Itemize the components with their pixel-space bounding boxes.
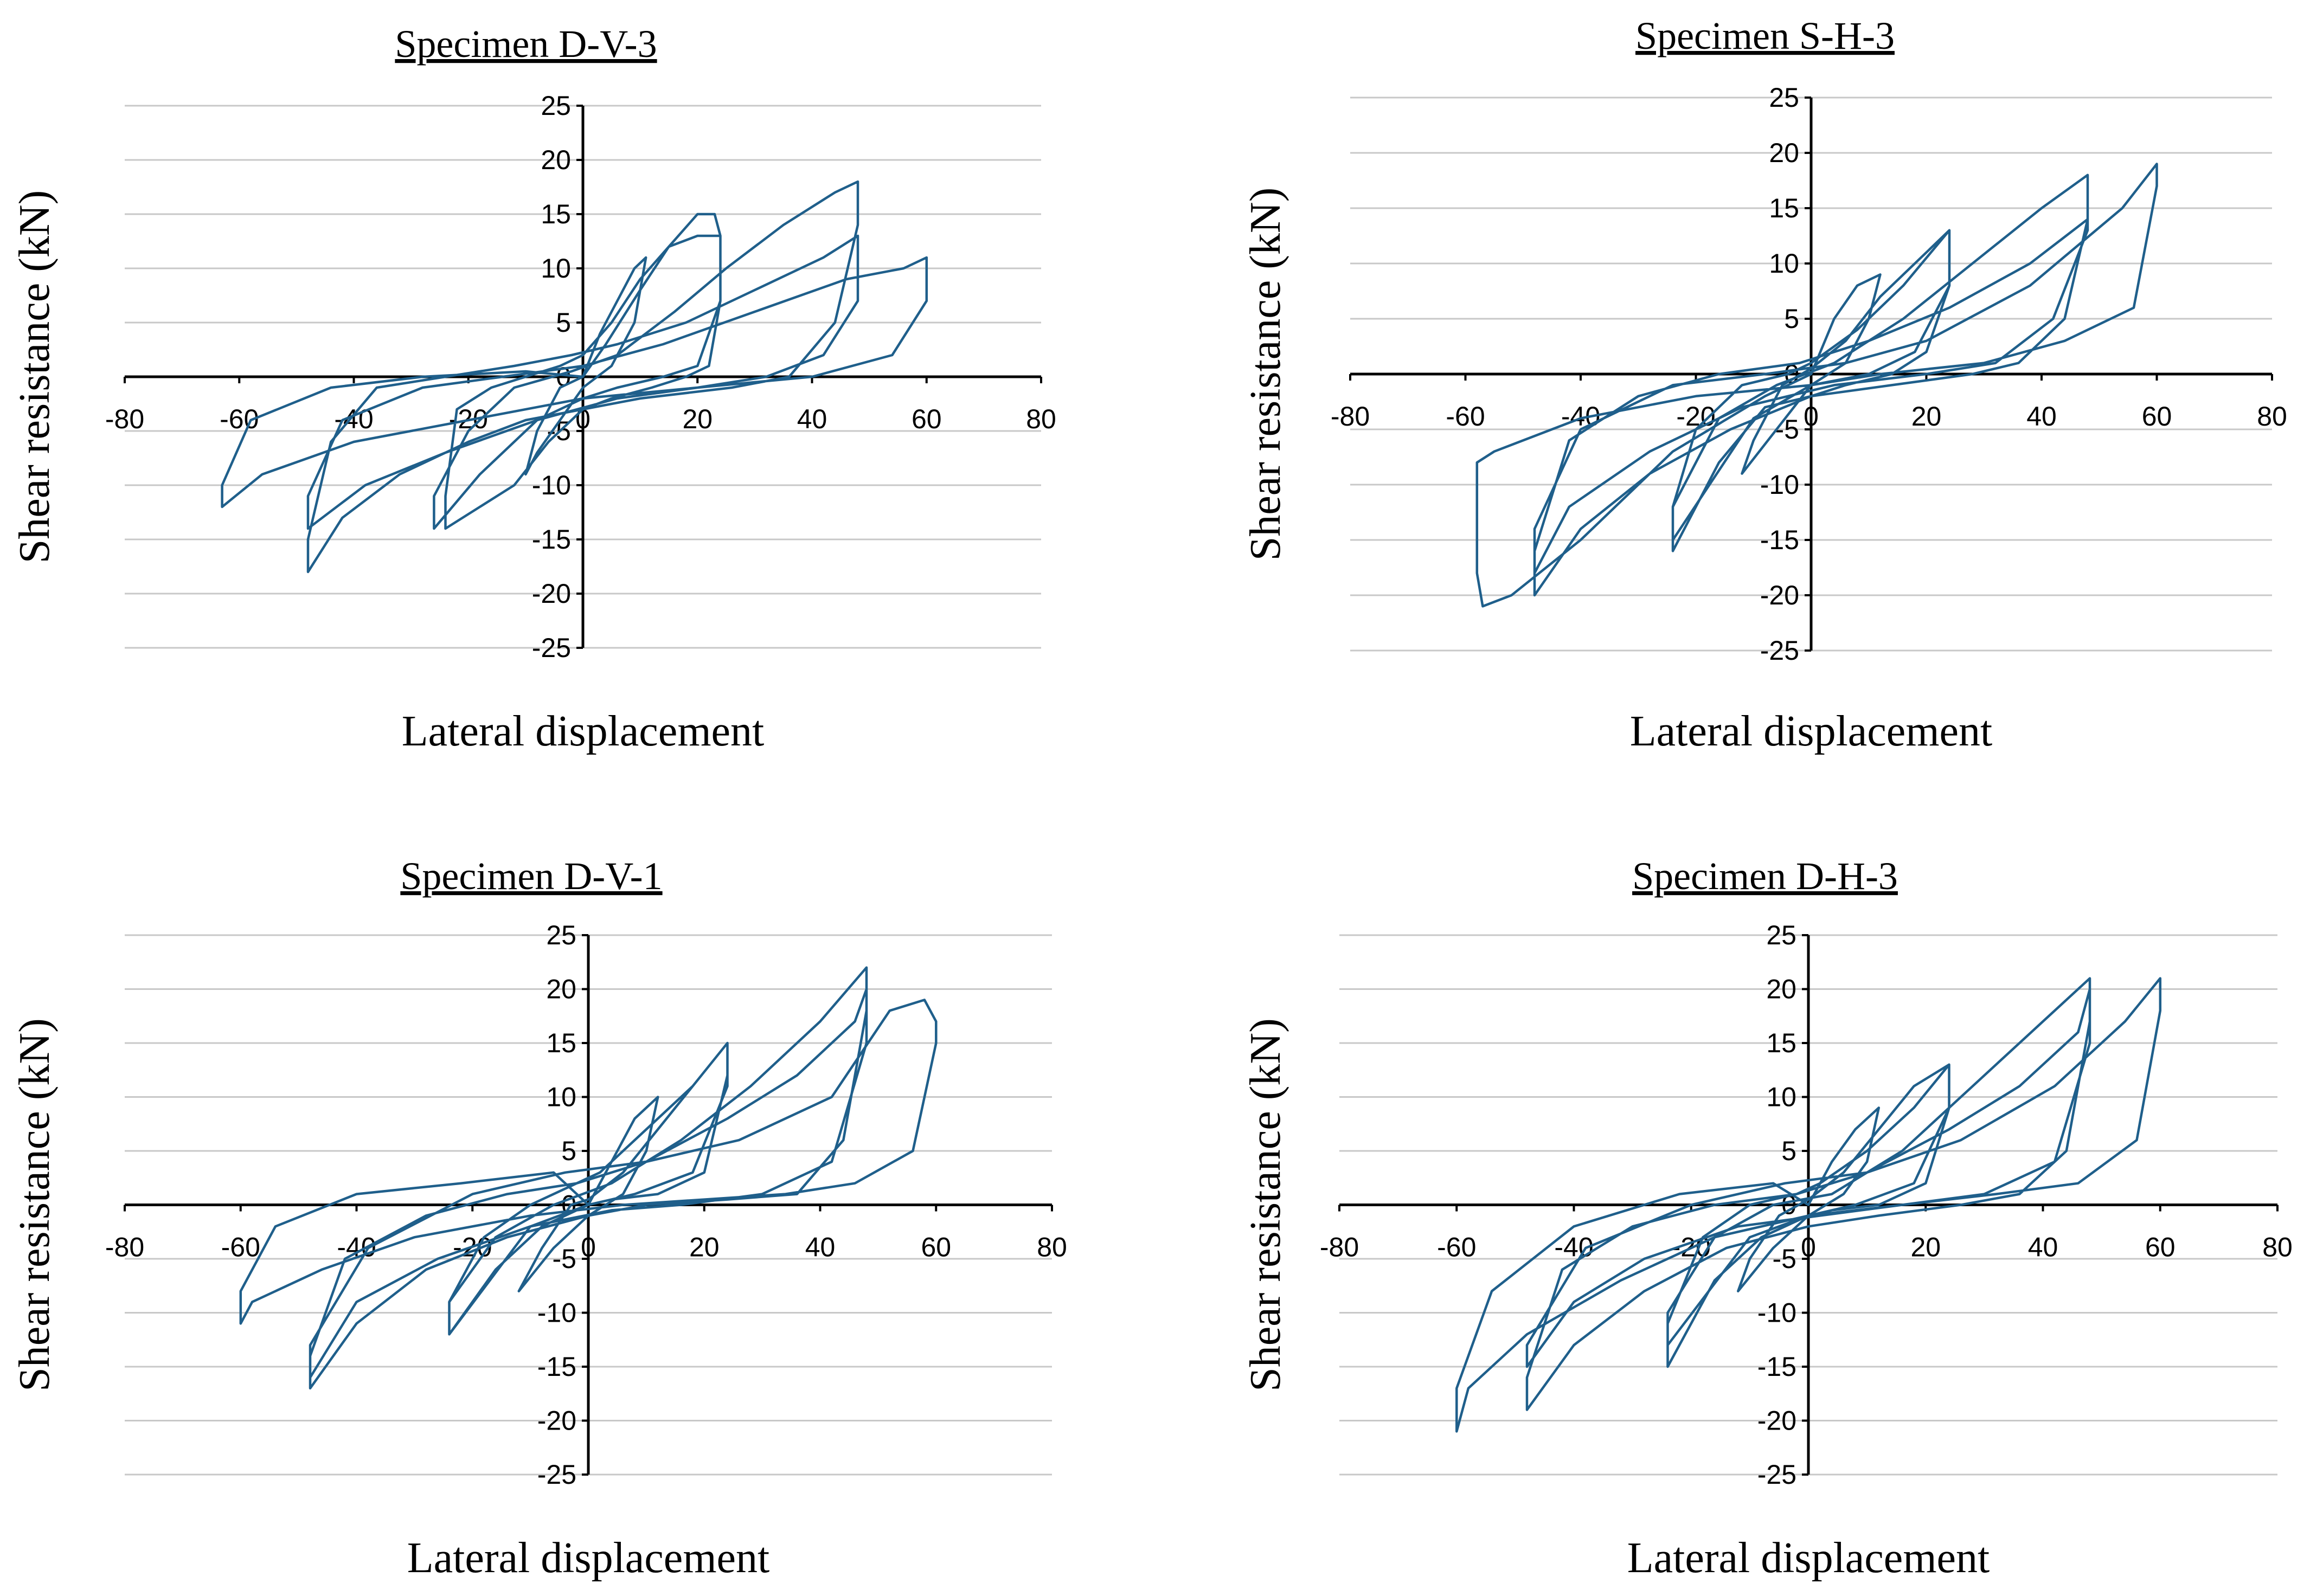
y-tick-label: -20 bbox=[1760, 580, 1799, 610]
x-tick-label: 60 bbox=[921, 1232, 951, 1263]
chart-title: Specimen D-V-1 bbox=[400, 854, 662, 898]
x-tick-label: 0 bbox=[1804, 401, 1819, 432]
series-line-hysteresis bbox=[1455, 977, 2162, 1433]
x-tick-label: 80 bbox=[2262, 1232, 2293, 1263]
x-axis-title: Lateral displacement bbox=[402, 707, 765, 755]
x-tick-label: -60 bbox=[1437, 1232, 1476, 1263]
y-tick-label: -15 bbox=[1760, 525, 1799, 555]
x-tick-label: 80 bbox=[2257, 401, 2287, 432]
y-tick-label: 10 bbox=[546, 1082, 576, 1112]
x-tick-label: 80 bbox=[1026, 404, 1056, 434]
x-tick-label: -60 bbox=[1446, 401, 1485, 432]
x-tick-label: -60 bbox=[221, 1232, 260, 1263]
x-tick-label: 0 bbox=[581, 1232, 596, 1263]
x-tick-label: 80 bbox=[1037, 1232, 1067, 1263]
x-tick-label: 40 bbox=[797, 404, 827, 434]
y-tick-label: -15 bbox=[537, 1352, 576, 1382]
x-tick-label: 20 bbox=[1910, 1232, 1941, 1263]
y-tick-label: -15 bbox=[532, 524, 571, 555]
y-tick-label: -20 bbox=[532, 578, 571, 609]
y-tick-label: 5 bbox=[561, 1136, 576, 1166]
x-axis-title: Lateral displacement bbox=[407, 1534, 770, 1582]
x-tick-label: -80 bbox=[105, 404, 144, 434]
x-tick-label: 40 bbox=[2026, 401, 2057, 432]
chart-panel-3: -80 -60 -40 -20 0 20 40 60 80-25-20-15-10-505101… bbox=[11, 854, 1067, 1582]
y-tick-label: 15 bbox=[541, 199, 571, 229]
y-tick-label: 15 bbox=[1766, 1028, 1796, 1058]
y-tick-label: 20 bbox=[541, 145, 571, 175]
y-tick-label: -10 bbox=[1760, 469, 1799, 500]
x-axis-title: Lateral displacement bbox=[1630, 707, 1993, 755]
x-tick-label: 20 bbox=[1911, 401, 1942, 432]
y-tick-label: -25 bbox=[532, 633, 571, 663]
x-tick-label: 20 bbox=[682, 404, 713, 434]
y-tick-label: -5 bbox=[1775, 414, 1799, 445]
y-tick-label: 20 bbox=[1769, 138, 1799, 168]
chart-panel-1: -80 -60 -40 -20 0 20 40 60 80-25-20-15-10-505101… bbox=[11, 22, 1056, 755]
y-tick-label: 5 bbox=[1784, 304, 1799, 334]
y-tick-label: 25 bbox=[541, 91, 571, 121]
x-tick-label: 40 bbox=[805, 1232, 836, 1263]
y-tick-label: -20 bbox=[1757, 1406, 1796, 1436]
y-tick-label: 5 bbox=[1781, 1136, 1796, 1166]
chart-panel-2: -80 -60 -40 -20 0 20 40 60 80-25-20-15-10-505101… bbox=[1242, 14, 2287, 755]
y-axis-title: Shear resistance (kN) bbox=[1242, 188, 1289, 561]
chart-title: Specimen S-H-3 bbox=[1635, 14, 1895, 57]
x-tick-label: 0 bbox=[1801, 1232, 1816, 1263]
series-line-hysteresis bbox=[1475, 163, 2158, 608]
y-tick-label: -5 bbox=[553, 1244, 576, 1274]
y-axis-title: Shear resistance (kN) bbox=[1242, 1018, 1289, 1392]
y-tick-label: -10 bbox=[1757, 1298, 1796, 1328]
y-tick-label: -25 bbox=[1757, 1459, 1796, 1490]
y-tick-label: -15 bbox=[1757, 1352, 1796, 1382]
y-tick-label: -10 bbox=[537, 1298, 576, 1328]
y-tick-label: 10 bbox=[1769, 248, 1799, 279]
y-tick-label: 10 bbox=[541, 253, 571, 284]
x-tick-label: 60 bbox=[2145, 1232, 2176, 1263]
x-tick-label: 60 bbox=[2142, 401, 2172, 432]
x-tick-label: -80 bbox=[1331, 401, 1370, 432]
y-tick-label: 25 bbox=[1766, 920, 1796, 950]
x-tick-label: 40 bbox=[2028, 1232, 2058, 1263]
y-axis-title: Shear resistance (kN) bbox=[11, 190, 59, 564]
x-tick-label: 20 bbox=[689, 1232, 720, 1263]
x-tick-label: 60 bbox=[912, 404, 942, 434]
x-tick-label: -80 bbox=[105, 1232, 144, 1263]
y-tick-label: 20 bbox=[546, 974, 576, 1005]
y-tick-label: 25 bbox=[1769, 82, 1799, 113]
y-tick-label: -25 bbox=[537, 1459, 576, 1490]
y-tick-label: -10 bbox=[532, 470, 571, 500]
y-tick-label: 10 bbox=[1766, 1082, 1796, 1112]
y-tick-label: 20 bbox=[1766, 974, 1796, 1005]
series-line-hysteresis bbox=[221, 180, 928, 574]
x-axis-title: Lateral displacement bbox=[1627, 1534, 1990, 1582]
series-line-hysteresis bbox=[239, 966, 938, 1390]
y-tick-label: -25 bbox=[1760, 635, 1799, 666]
y-tick-label: 15 bbox=[546, 1028, 576, 1058]
chart-title: Specimen D-H-3 bbox=[1632, 854, 1898, 898]
y-tick-label: -5 bbox=[1773, 1244, 1796, 1274]
y-tick-label: 5 bbox=[556, 307, 571, 338]
y-tick-label: 15 bbox=[1769, 193, 1799, 223]
y-tick-label: 25 bbox=[546, 920, 576, 950]
x-tick-label: -80 bbox=[1320, 1232, 1359, 1263]
chart-title: Specimen D-V-3 bbox=[395, 22, 657, 66]
y-tick-label: -20 bbox=[537, 1406, 576, 1436]
y-axis-title: Shear resistance (kN) bbox=[11, 1018, 59, 1392]
chart-panel-4: -80 -60 -40 -20 0 20 40 60 80-25-20-15-10-505101… bbox=[1242, 854, 2293, 1582]
